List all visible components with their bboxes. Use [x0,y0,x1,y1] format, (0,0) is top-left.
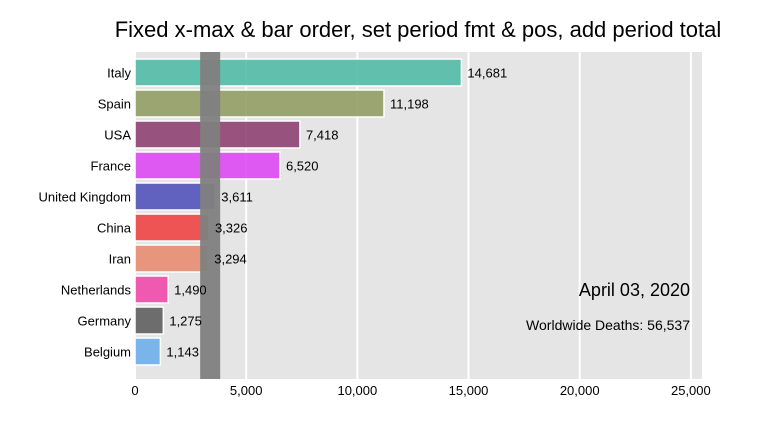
bar-germany [134,306,165,335]
category-labels: Italy Spain USA France United Kingdom China Ir… [39,66,132,360]
x-tick-label: 5,000 [230,383,263,398]
value-label: 6,520 [286,159,319,174]
period-label: April 03, 2020 [579,280,690,300]
value-label: 1,490 [174,283,207,298]
category-label: Spain [98,97,131,112]
category-label: Germany [78,314,132,329]
category-label: Belgium [84,345,131,360]
bar-italy [134,58,463,87]
value-label: 3,611 [221,190,253,205]
value-label: 1,275 [169,314,202,329]
category-label: Iran [109,252,131,267]
value-label: 3,294 [214,252,247,267]
category-label: USA [104,128,131,143]
x-tick-labels: 0 5,000 10,000 15,000 20,000 25,000 [131,383,710,398]
bar-netherlands [134,275,169,304]
bar-belgium [134,337,162,366]
value-labels: 14,681 11,198 7,418 6,520 3,611 3,326 3,294 1,4… [166,66,507,360]
category-label: Netherlands [61,283,132,298]
category-label: Italy [107,66,131,81]
bar-iran [134,244,209,273]
x-tick-label: 25,000 [671,383,711,398]
value-label: 11,198 [390,97,429,112]
x-tick-label: 10,000 [337,383,377,398]
bar-spain [134,89,385,118]
value-label: 1,143 [166,345,199,360]
x-tick-label: 20,000 [560,383,600,398]
value-label: 14,681 [467,66,507,81]
value-label: 3,326 [215,221,248,236]
category-label: France [91,159,131,174]
bar-china [134,213,210,242]
x-tick-label: 0 [131,383,138,398]
category-label: China [97,221,132,236]
category-label: United Kingdom [39,190,132,205]
value-label: 7,418 [306,128,339,143]
x-tick-label: 15,000 [449,383,489,398]
chart-title: Fixed x-max & bar order, set period fmt … [115,17,722,42]
reference-band [200,52,221,379]
period-total: Worldwide Deaths: 56,537 [526,317,690,333]
